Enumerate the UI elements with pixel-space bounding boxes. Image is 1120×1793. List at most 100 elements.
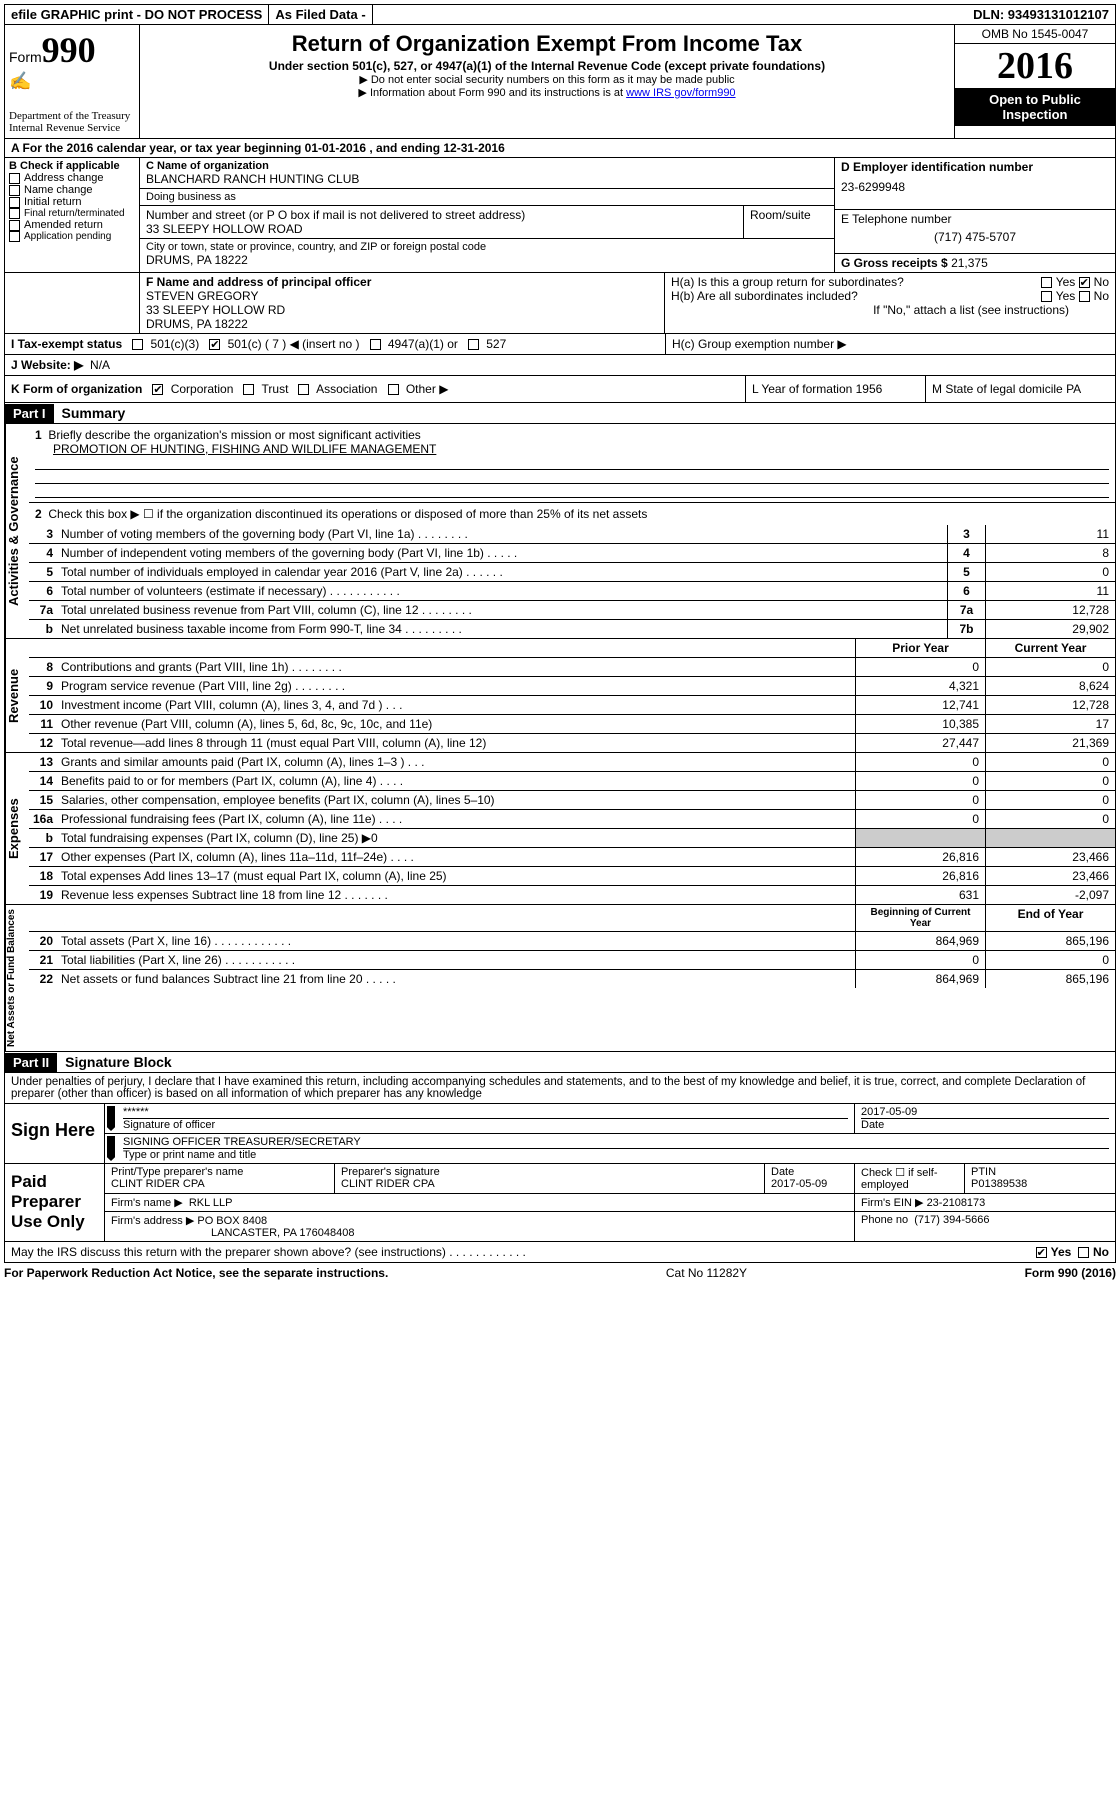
firm-ein: 23-2108173 <box>927 1197 986 1209</box>
summary-line: bNet unrelated business taxable income f… <box>29 620 1115 638</box>
hb-no-checkbox[interactable] <box>1079 291 1090 302</box>
checkbox-name-change[interactable] <box>9 185 20 196</box>
preparer-date: 2017-05-09 <box>771 1178 848 1190</box>
print-name-label: Type or print name and title <box>123 1148 1109 1161</box>
check-self-employed: Check ☐ if self-employed <box>855 1164 965 1193</box>
arrow-icon <box>107 1106 115 1131</box>
part1-title: Summary <box>54 403 134 423</box>
form-note2-pre: ▶ Information about Form 990 and its ins… <box>358 87 626 99</box>
irs-link[interactable]: www IRS gov/form990 <box>626 87 735 99</box>
perjury-text: Under penalties of perjury, I declare th… <box>4 1073 1116 1104</box>
summary-line: 4Number of independent voting members of… <box>29 544 1115 563</box>
line1-label: Briefly describe the organization's miss… <box>48 428 420 442</box>
m-label: M State of legal domicile PA <box>925 376 1115 402</box>
tax-year: 2016 <box>955 44 1115 88</box>
otpi-line2: Inspection <box>959 107 1111 122</box>
firm-addr1: PO BOX 8408 <box>197 1215 267 1227</box>
top-bar: efile GRAPHIC print - DO NOT PROCESS As … <box>4 4 1116 25</box>
g-label: G Gross receipts $ <box>841 256 948 270</box>
summary-line: 6Total number of volunteers (estimate if… <box>29 582 1115 601</box>
form-title: Return of Organization Exempt From Incom… <box>148 31 946 57</box>
ha-yes-checkbox[interactable] <box>1041 277 1052 288</box>
psig-label: Preparer's signature <box>341 1166 758 1178</box>
checkbox-initial-return[interactable] <box>9 197 20 208</box>
summary-exp: Expenses 13Grants and similar amounts pa… <box>4 753 1116 905</box>
officer-addr2: DRUMS, PA 18222 <box>146 317 658 331</box>
org-city: DRUMS, PA 18222 <box>146 253 828 267</box>
summary-line: bTotal fundraising expenses (Part IX, co… <box>29 829 1115 848</box>
checkbox-amended[interactable] <box>9 220 20 231</box>
i-501c3-checkbox[interactable] <box>132 339 143 350</box>
dln-label: DLN: 93493131012107 <box>967 5 1115 24</box>
sign-date-label: Date <box>861 1118 1109 1131</box>
room-label: Room/suite <box>750 208 828 222</box>
ein-label: Firm's EIN ▶ <box>861 1197 924 1209</box>
summary-line: 22Net assets or fund balances Subtract l… <box>29 970 1115 988</box>
summary-line: 8Contributions and grants (Part VIII, li… <box>29 658 1115 677</box>
arrow-icon <box>107 1136 115 1161</box>
k-other-checkbox[interactable] <box>388 384 399 395</box>
side-na: Net Assets or Fund Balances <box>5 905 29 1051</box>
part2-header: Part II <box>5 1053 57 1072</box>
efile-label: efile GRAPHIC print - DO NOT PROCESS <box>5 5 269 24</box>
footer-left: For Paperwork Reduction Act Notice, see … <box>4 1266 388 1280</box>
summary-line: 12Total revenue—add lines 8 through 11 (… <box>29 734 1115 752</box>
b-label: B Check if applicable <box>9 160 135 172</box>
line2-label: Check this box ▶ ☐ if the organization d… <box>48 507 647 521</box>
preparer-label: Paid Preparer Use Only <box>5 1164 105 1241</box>
omb-number: OMB No 1545-0047 <box>955 25 1115 44</box>
summary-line: 20Total assets (Part X, line 16) . . . .… <box>29 932 1115 951</box>
checkbox-final-return[interactable] <box>9 208 20 219</box>
summary-line: 19Revenue less expenses Subtract line 18… <box>29 886 1115 904</box>
gross-receipts: 21,375 <box>951 256 988 270</box>
i-527-checkbox[interactable] <box>468 339 479 350</box>
summary-line: 10Investment income (Part VIII, column (… <box>29 696 1115 715</box>
summary-line: 21Total liabilities (Part X, line 26) . … <box>29 951 1115 970</box>
pdate-label: Date <box>771 1166 848 1178</box>
form-subtitle: Under section 501(c), 527, or 4947(a)(1)… <box>148 59 946 73</box>
form-header: Form990 ✍ Department of the Treasury Int… <box>4 25 1116 139</box>
part1-header-row: Part I Summary <box>4 403 1116 424</box>
i-label: I Tax-exempt status <box>11 337 122 351</box>
checkbox-address-change[interactable] <box>9 173 20 184</box>
ein-value: 23-6299948 <box>841 174 1109 194</box>
prior-year-header: Prior Year <box>855 639 985 657</box>
footer-right: Form 990 (2016) <box>1025 1266 1116 1280</box>
summary-line: 13Grants and similar amounts paid (Part … <box>29 753 1115 772</box>
hb-note: If "No," attach a list (see instructions… <box>671 303 1109 317</box>
sign-date: 2017-05-09 <box>861 1106 1109 1118</box>
discuss-yes-checkbox[interactable] <box>1036 1247 1047 1258</box>
mission-text: PROMOTION OF HUNTING, FISHING AND WILDLI… <box>35 442 436 456</box>
part2-header-row: Part II Signature Block <box>4 1052 1116 1073</box>
j-label: J Website: ▶ <box>11 358 83 372</box>
org-name: BLANCHARD RANCH HUNTING CLUB <box>146 172 828 186</box>
summary-line: 7aTotal unrelated business revenue from … <box>29 601 1115 620</box>
page-footer: For Paperwork Reduction Act Notice, see … <box>4 1263 1116 1283</box>
row-j: J Website: ▶ N/A <box>4 355 1116 376</box>
k-label: K Form of organization <box>11 382 142 396</box>
row-i: I Tax-exempt status 501(c)(3) 501(c) ( 7… <box>4 334 1116 355</box>
discuss-row: May the IRS discuss this return with the… <box>4 1242 1116 1263</box>
firm-phone: (717) 394-5666 <box>914 1214 989 1226</box>
i-501c-checkbox[interactable] <box>209 339 220 350</box>
k-corp-checkbox[interactable] <box>152 384 163 395</box>
website-value: N/A <box>90 358 110 372</box>
addr-label: Number and street (or P O box if mail is… <box>146 208 737 222</box>
discuss-no-checkbox[interactable] <box>1078 1247 1089 1258</box>
sign-stars: ****** <box>123 1106 848 1118</box>
row-klm: K Form of organization Corporation Trust… <box>4 376 1116 403</box>
k-assoc-checkbox[interactable] <box>298 384 309 395</box>
org-address: 33 SLEEPY HOLLOW ROAD <box>146 222 737 236</box>
f-h-row: F Name and address of principal officer … <box>4 272 1116 334</box>
checkbox-app-pending[interactable] <box>9 231 20 242</box>
i-4947-checkbox[interactable] <box>370 339 381 350</box>
hc-label: H(c) Group exemption number ▶ <box>665 334 1115 354</box>
firm-name: RKL LLP <box>189 1197 233 1209</box>
summary-rev: Revenue Prior Year Current Year 8Contrib… <box>4 639 1116 753</box>
ha-no-checkbox[interactable] <box>1079 277 1090 288</box>
summary-line: 9Program service revenue (Part VIII, lin… <box>29 677 1115 696</box>
hb-yes-checkbox[interactable] <box>1041 291 1052 302</box>
ptin-label: PTIN <box>971 1166 1109 1178</box>
footer-mid: Cat No 11282Y <box>666 1266 747 1280</box>
k-trust-checkbox[interactable] <box>243 384 254 395</box>
